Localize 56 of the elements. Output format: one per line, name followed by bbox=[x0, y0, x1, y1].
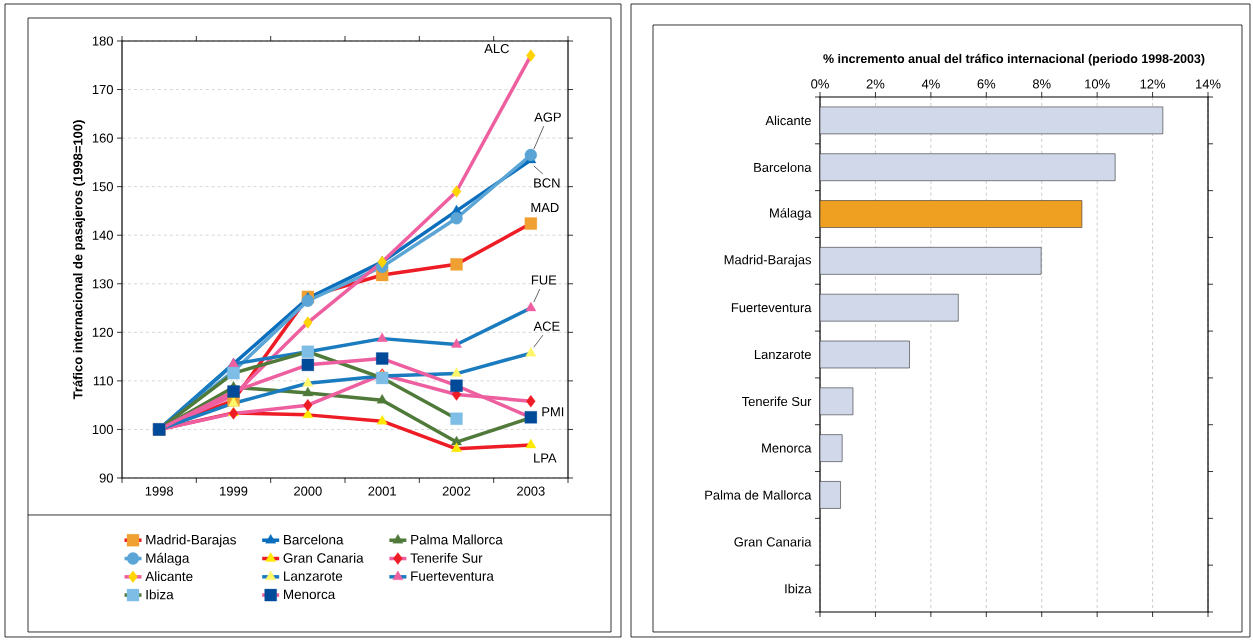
y-tick-label: Tenerife Sur bbox=[741, 396, 812, 407]
legend-label: Gran Canaria bbox=[283, 552, 364, 563]
x-tick-label: 2003 bbox=[517, 486, 545, 496]
x-tick-label: 2001 bbox=[368, 486, 396, 496]
legend-label: Alicante bbox=[145, 571, 193, 582]
x-tick-label: 6% bbox=[977, 79, 996, 89]
chart-title: % incremento anual del tráfico internacional (periodo 1998-2003) bbox=[823, 53, 1205, 66]
x-tick-label: 12% bbox=[1140, 79, 1166, 89]
annotation: AGP bbox=[534, 112, 561, 122]
annotation: MAD bbox=[531, 203, 559, 213]
y-tick-label: 90 bbox=[99, 473, 113, 483]
annotation: LPA bbox=[534, 453, 557, 463]
y-tick-label: 120 bbox=[92, 327, 113, 337]
y-tick-label: 140 bbox=[92, 230, 113, 240]
y-tick-label: 100 bbox=[92, 424, 113, 435]
x-tick-label: 2002 bbox=[442, 486, 471, 496]
y-tick-label: 130 bbox=[92, 279, 113, 289]
x-tick-label: 8% bbox=[1032, 79, 1051, 89]
x-tick-label: 1999 bbox=[220, 486, 248, 496]
y-tick-label: 160 bbox=[92, 133, 113, 143]
y-tick-label: 150 bbox=[92, 182, 113, 192]
y-tick-label: 110 bbox=[93, 376, 113, 386]
x-tick-label: 10% bbox=[1085, 79, 1110, 89]
legend-label: Madrid-Barajas bbox=[146, 534, 236, 548]
x-tick-label: 2% bbox=[866, 79, 885, 89]
annotation: FUE bbox=[531, 275, 557, 285]
x-tick-label: 2000 bbox=[294, 486, 322, 496]
legend-label: Fuerteventura bbox=[411, 571, 494, 581]
x-tick-label: 0% bbox=[811, 79, 829, 89]
y-tick-label: Menorca bbox=[762, 443, 812, 453]
annotation: BCN bbox=[534, 178, 560, 188]
annotation: ALC bbox=[484, 43, 509, 54]
legend-label: Menorca bbox=[284, 589, 336, 600]
legend-label: Barcelona bbox=[284, 534, 344, 545]
x-tick-label: 14% bbox=[1196, 79, 1221, 89]
y-tick-label: Barcelona bbox=[754, 162, 812, 172]
x-tick-label: 1998 bbox=[145, 486, 174, 496]
y-tick-label: Ibiza bbox=[785, 583, 812, 594]
y-tick-label: Palma de Mallorca bbox=[705, 490, 812, 500]
y-tick-label: Málaga bbox=[770, 207, 812, 221]
y-tick-label: Lanzarote bbox=[754, 349, 811, 360]
y-tick-label: Gran Canaria bbox=[734, 537, 812, 547]
y-tick-label: Fuerteventura bbox=[731, 303, 812, 313]
legend-label: Palma Mallorca bbox=[411, 534, 503, 545]
y-axis-title: Tráfico internacional de pasajeros (1998=100) bbox=[72, 120, 86, 400]
legend-label: Tenerife Sur bbox=[410, 552, 483, 563]
y-tick-label: Alicante bbox=[765, 115, 811, 126]
annotation: PMI bbox=[542, 407, 564, 417]
x-tick-label: 4% bbox=[921, 79, 940, 89]
y-tick-label: 180 bbox=[92, 36, 113, 46]
legend-label: Lanzarote bbox=[284, 571, 343, 581]
legend-label: Málaga bbox=[146, 552, 190, 566]
legend-label: Ibiza bbox=[146, 589, 174, 600]
annotation: ACE bbox=[533, 321, 560, 331]
y-tick-label: 170 bbox=[92, 84, 113, 95]
y-tick-label: Madrid-Barajas bbox=[724, 254, 812, 267]
